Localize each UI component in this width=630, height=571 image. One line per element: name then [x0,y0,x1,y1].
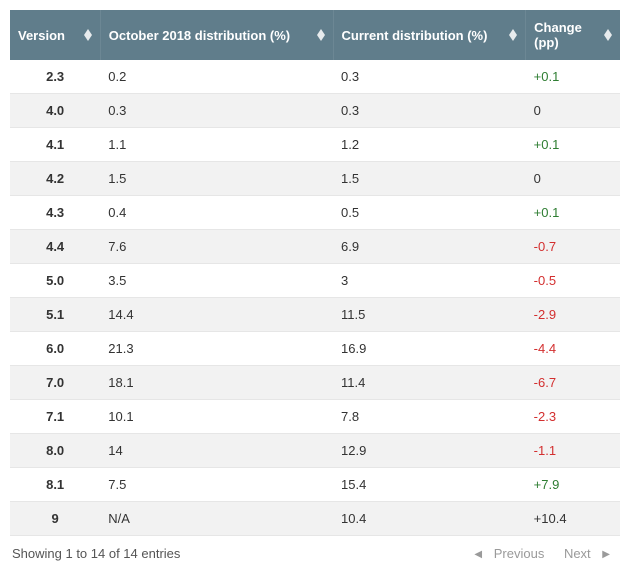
cell-current: 11.5 [333,298,526,332]
column-header-label: Current distribution (%) [342,28,488,43]
cell-october: 3.5 [100,264,333,298]
cell-october: N/A [100,502,333,536]
next-label: Next [560,546,595,561]
column-header-current[interactable]: Current distribution (%) [333,10,526,60]
cell-version: 5.1 [10,298,100,332]
cell-version: 7.0 [10,366,100,400]
table-row: 4.21.51.50 [10,162,620,196]
pagination: ◀ Previous Next ▶ [466,546,618,561]
cell-october: 18.1 [100,366,333,400]
cell-current: 10.4 [333,502,526,536]
cell-version: 4.1 [10,128,100,162]
cell-october: 0.2 [100,60,333,94]
table-row: 9N/A10.4+10.4 [10,502,620,536]
cell-version: 4.3 [10,196,100,230]
table-row: 5.114.411.5-2.9 [10,298,620,332]
column-header-label: Version [18,28,65,43]
cell-current: 1.2 [333,128,526,162]
cell-change: -2.3 [526,400,620,434]
cell-october: 14.4 [100,298,333,332]
cell-october: 1.5 [100,162,333,196]
cell-october: 7.5 [100,468,333,502]
cell-version: 4.0 [10,94,100,128]
table-row: 2.30.20.3+0.1 [10,60,620,94]
cell-current: 16.9 [333,332,526,366]
next-page-button[interactable]: Next ▶ [556,546,618,561]
distribution-table: Version October 2018 distribution (%) [10,10,620,536]
table-body: 2.30.20.3+0.14.00.30.304.11.11.2+0.14.21… [10,60,620,536]
table-row: 4.30.40.5+0.1 [10,196,620,230]
chevron-right-icon: ▶ [598,549,614,560]
column-header-label: October 2018 distribution (%) [109,28,290,43]
cell-version: 2.3 [10,60,100,94]
table-row: 7.018.111.4-6.7 [10,366,620,400]
column-header-change[interactable]: Change (pp) [526,10,620,60]
cell-version: 4.4 [10,230,100,264]
cell-change: +10.4 [526,502,620,536]
cell-version: 5.0 [10,264,100,298]
cell-current: 15.4 [333,468,526,502]
cell-change: -1.1 [526,434,620,468]
cell-change: -6.7 [526,366,620,400]
cell-change: 0 [526,94,620,128]
cell-change: -0.5 [526,264,620,298]
cell-change: +0.1 [526,128,620,162]
table-row: 4.00.30.30 [10,94,620,128]
prev-label: Previous [490,546,549,561]
cell-current: 11.4 [333,366,526,400]
cell-october: 10.1 [100,400,333,434]
sort-icon [509,29,517,41]
sort-icon [84,29,92,41]
table-row: 8.01412.9-1.1 [10,434,620,468]
cell-october: 1.1 [100,128,333,162]
table-row: 7.110.17.8-2.3 [10,400,620,434]
table-info: Showing 1 to 14 of 14 entries [12,546,180,561]
cell-october: 7.6 [100,230,333,264]
cell-current: 7.8 [333,400,526,434]
cell-current: 0.3 [333,94,526,128]
cell-current: 3 [333,264,526,298]
sort-icon [604,29,612,41]
prev-page-button[interactable]: ◀ Previous [466,546,552,561]
table-row: 6.021.316.9-4.4 [10,332,620,366]
cell-version: 4.2 [10,162,100,196]
cell-october: 14 [100,434,333,468]
cell-change: +0.1 [526,60,620,94]
cell-change: +7.9 [526,468,620,502]
cell-change: 0 [526,162,620,196]
column-header-version[interactable]: Version [10,10,100,60]
column-header-label: Change (pp) [534,20,598,50]
table-row: 4.47.66.9-0.7 [10,230,620,264]
chevron-left-icon: ◀ [470,549,486,560]
table-row: 4.11.11.2+0.1 [10,128,620,162]
cell-change: -0.7 [526,230,620,264]
table-header-row: Version October 2018 distribution (%) [10,10,620,60]
cell-october: 0.4 [100,196,333,230]
cell-change: -2.9 [526,298,620,332]
cell-version: 8.1 [10,468,100,502]
sort-icon [317,29,325,41]
cell-current: 12.9 [333,434,526,468]
table-footer: Showing 1 to 14 of 14 entries ◀ Previous… [10,536,620,561]
table-row: 8.17.515.4+7.9 [10,468,620,502]
cell-current: 1.5 [333,162,526,196]
cell-change: -4.4 [526,332,620,366]
cell-current: 6.9 [333,230,526,264]
cell-version: 8.0 [10,434,100,468]
cell-version: 6.0 [10,332,100,366]
cell-version: 7.1 [10,400,100,434]
cell-current: 0.5 [333,196,526,230]
table-row: 5.03.53-0.5 [10,264,620,298]
column-header-october[interactable]: October 2018 distribution (%) [100,10,333,60]
cell-current: 0.3 [333,60,526,94]
cell-change: +0.1 [526,196,620,230]
cell-october: 0.3 [100,94,333,128]
cell-version: 9 [10,502,100,536]
cell-october: 21.3 [100,332,333,366]
